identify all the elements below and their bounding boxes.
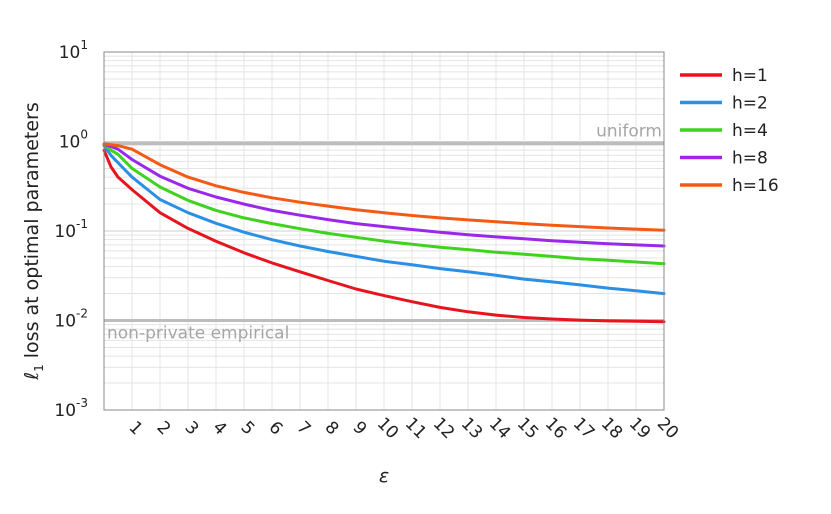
- legend: h=1 h=2 h=4 h=8 h=16: [680, 66, 779, 196]
- y-axis-title: ℓ1 loss at optimal parameters: [21, 102, 46, 380]
- reference-line-label: non-private empirical: [107, 324, 289, 344]
- legend-label-h=16: h=16: [732, 176, 779, 196]
- series-lines: [102, 142, 666, 324]
- legend-label-h=4: h=4: [732, 121, 768, 141]
- reference-line-label: uniform: [596, 121, 662, 141]
- legend-label-h=2: h=2: [732, 94, 768, 114]
- y-tick-label: 10-2: [54, 307, 88, 332]
- legend-label-h=1: h=1: [732, 66, 768, 86]
- y-tick-label: 10-1: [54, 217, 88, 242]
- legend-label-h=8: h=8: [732, 149, 768, 169]
- series-line-h=1: [102, 148, 666, 324]
- y-tick-label: 101: [59, 38, 88, 63]
- y-axis-title-symbol: ℓ: [21, 372, 43, 381]
- reference-lines: uniform non-private empirical: [104, 121, 664, 344]
- series-line-h=4: [102, 143, 666, 266]
- series-line-h=2: [102, 144, 666, 296]
- x-axis-title: ε: [379, 465, 389, 487]
- y-axis-ticks: 10-3 10-2 10-1 100 101: [54, 38, 88, 421]
- y-tick-label: 100: [59, 128, 88, 153]
- grid: [104, 52, 665, 411]
- plot-frame: [103, 51, 665, 411]
- series-line-h=8: [102, 142, 666, 248]
- y-tick-label: 10-3: [54, 396, 88, 421]
- y-axis-title-text: loss at optimal parameters: [21, 102, 43, 358]
- svg-text:ℓ1loss at optimal parameters: ℓ1 loss at optimal parameters: [21, 102, 46, 380]
- series-line-h=16: [102, 142, 666, 232]
- y-axis-title-subscript: 1: [32, 364, 46, 372]
